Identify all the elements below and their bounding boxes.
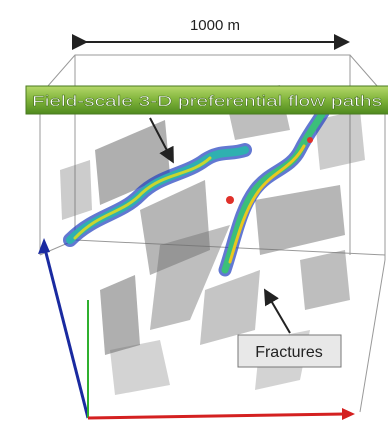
flow-hotspot — [307, 137, 313, 143]
callout-arrow — [266, 292, 290, 333]
dimension-label: 1000 m — [190, 17, 240, 34]
figure: 1000 m Field-scale 3-D preferential flow… — [0, 0, 388, 425]
z-axis — [44, 245, 88, 418]
x-axis-head — [342, 408, 355, 420]
callout-label: Fractures — [255, 344, 323, 361]
page: 1000 m Field-scale 3-D preferential flow… — [0, 0, 388, 425]
banner-label: Field-scale 3-D preferential flow paths — [32, 93, 382, 110]
flow-hotspot — [226, 196, 234, 204]
x-axis — [88, 414, 345, 418]
